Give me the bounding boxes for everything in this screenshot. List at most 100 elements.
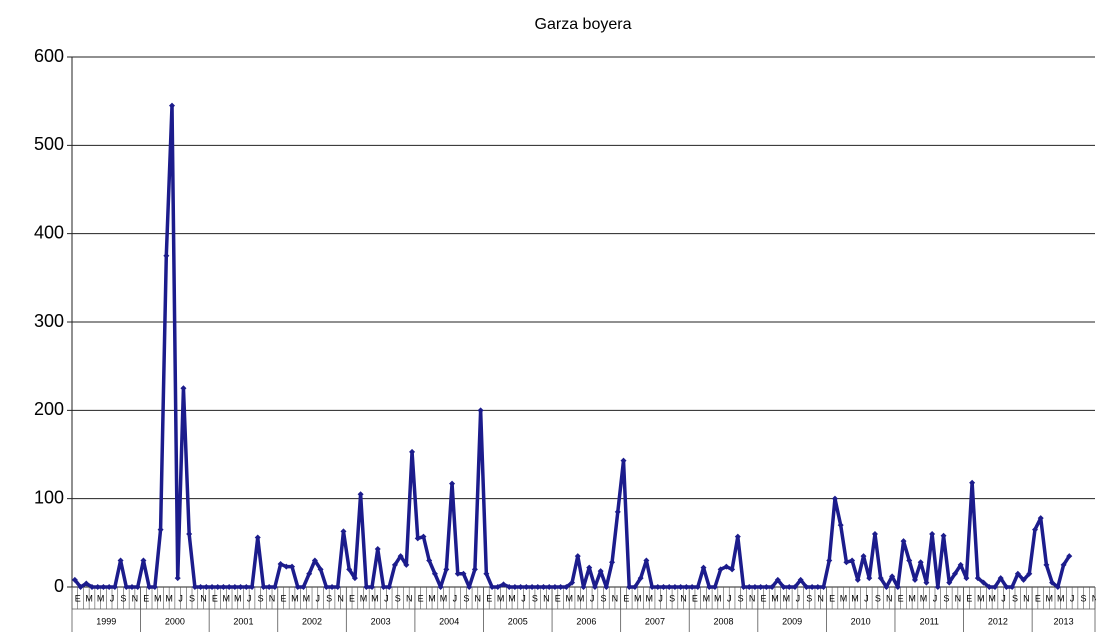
x-tick-label: M	[497, 593, 505, 603]
marker	[511, 584, 518, 590]
x-tick-label: E	[829, 593, 835, 603]
marker	[426, 557, 433, 564]
marker	[169, 102, 176, 109]
x-tick-label: J	[110, 593, 115, 603]
marker	[980, 579, 987, 586]
marker	[443, 566, 450, 573]
marker	[711, 584, 718, 590]
year-label: 2001	[233, 616, 253, 626]
marker	[837, 522, 844, 529]
marker	[637, 575, 644, 582]
marker	[689, 584, 696, 590]
x-tick-label: E	[486, 593, 492, 603]
marker	[254, 534, 261, 541]
marker	[957, 561, 964, 568]
x-tick-label: N	[955, 593, 962, 603]
x-tick-label: J	[453, 593, 458, 603]
marker	[551, 584, 558, 590]
x-tick-label: M	[291, 593, 299, 603]
marker	[591, 584, 598, 590]
x-tick-label: S	[395, 593, 401, 603]
marker	[100, 584, 107, 590]
marker	[831, 495, 838, 502]
x-tick-label: E	[349, 593, 355, 603]
marker	[660, 584, 667, 590]
y-tick-label: 0	[54, 576, 64, 596]
x-tick-label: M	[303, 593, 311, 603]
marker	[763, 584, 770, 590]
marker	[209, 584, 216, 590]
marker	[614, 508, 621, 515]
marker	[214, 584, 221, 590]
data-line	[73, 103, 1071, 589]
marker	[437, 584, 444, 590]
x-tick-label: S	[463, 593, 469, 603]
marker	[854, 576, 861, 583]
marker	[991, 584, 998, 590]
marker	[671, 584, 678, 590]
x-tick-label: J	[727, 593, 732, 603]
marker	[986, 584, 993, 590]
year-label: 2010	[851, 616, 871, 626]
marker	[563, 584, 570, 590]
marker	[871, 531, 878, 537]
x-tick-label: J	[796, 593, 801, 603]
marker	[123, 584, 130, 590]
marker	[797, 576, 804, 583]
x-tick-label: S	[806, 593, 812, 603]
marker	[489, 584, 496, 590]
marker	[774, 576, 781, 583]
x-tick-label: M	[908, 593, 916, 603]
x-tick-label: M	[97, 593, 105, 603]
marker	[420, 533, 427, 540]
x-tick-label: E	[418, 593, 424, 603]
marker	[397, 553, 404, 560]
marker	[609, 559, 616, 566]
marker	[1026, 570, 1033, 577]
marker	[77, 584, 84, 590]
x-tick-label: S	[326, 593, 332, 603]
marker	[1066, 553, 1073, 560]
marker	[523, 584, 530, 590]
marker	[466, 584, 473, 590]
x-tick-label: E	[623, 593, 629, 603]
x-tick-label: J	[590, 593, 595, 603]
marker	[409, 448, 416, 455]
x-tick-label: S	[532, 593, 538, 603]
marker	[946, 579, 953, 586]
marker	[89, 584, 96, 590]
x-tick-label: S	[258, 593, 264, 603]
marker	[186, 531, 193, 537]
marker	[289, 563, 296, 570]
marker	[386, 584, 393, 590]
marker	[557, 584, 564, 590]
year-label: 2012	[988, 616, 1008, 626]
marker	[934, 584, 941, 590]
x-tick-label: S	[669, 593, 675, 603]
marker	[340, 528, 347, 535]
marker	[226, 584, 233, 590]
marker	[911, 576, 918, 583]
year-label: 2003	[371, 616, 391, 626]
x-tick-label: J	[247, 593, 252, 603]
marker	[334, 584, 341, 590]
marker	[529, 584, 536, 590]
x-tick-label: N	[269, 593, 276, 603]
marker	[363, 584, 370, 590]
x-tick-label: M	[851, 593, 859, 603]
marker	[626, 584, 633, 590]
marker	[106, 584, 113, 590]
marker	[740, 584, 747, 590]
marker	[780, 584, 787, 590]
marker	[271, 584, 278, 590]
x-tick-label: M	[1057, 593, 1065, 603]
marker	[517, 584, 524, 590]
marker	[694, 584, 701, 590]
x-tick-label: M	[577, 593, 585, 603]
x-tick-label: M	[223, 593, 231, 603]
x-tick-label: M	[85, 593, 93, 603]
marker	[449, 480, 456, 487]
marker	[666, 584, 673, 590]
year-label: 2009	[782, 616, 802, 626]
